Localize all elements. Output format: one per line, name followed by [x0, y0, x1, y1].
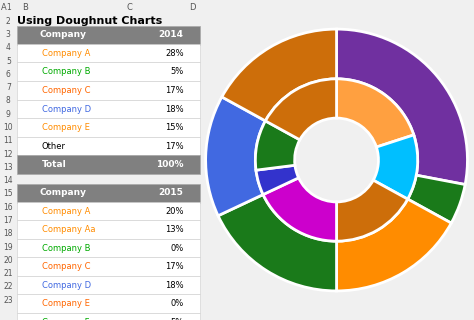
Text: 10: 10	[3, 123, 13, 132]
Text: 8: 8	[6, 96, 11, 106]
Text: 17%: 17%	[165, 142, 183, 151]
Bar	[17, 44, 200, 62]
Text: 9: 9	[6, 110, 11, 119]
Text: 15: 15	[3, 189, 13, 198]
Wedge shape	[373, 135, 418, 199]
Text: Company: Company	[39, 188, 86, 197]
Text: Company B: Company B	[42, 244, 90, 253]
Bar	[17, 155, 200, 174]
Text: 16: 16	[3, 203, 13, 212]
Wedge shape	[337, 29, 467, 185]
Bar	[17, 81, 200, 100]
Wedge shape	[256, 165, 299, 195]
Wedge shape	[255, 121, 300, 170]
Bar	[17, 220, 200, 239]
Text: Company C: Company C	[42, 262, 90, 271]
Text: 5%: 5%	[170, 318, 183, 320]
Bar	[17, 257, 200, 276]
Text: 11: 11	[4, 136, 13, 145]
Text: 20: 20	[3, 256, 13, 265]
Wedge shape	[265, 79, 337, 140]
Text: 14: 14	[3, 176, 13, 185]
Text: 17%: 17%	[165, 86, 183, 95]
Text: 23: 23	[3, 296, 13, 305]
Wedge shape	[408, 175, 465, 223]
Text: 5%: 5%	[170, 68, 183, 76]
Text: 20%: 20%	[165, 207, 183, 216]
Text: C: C	[127, 3, 132, 12]
Bar	[17, 239, 200, 257]
Text: 2015: 2015	[159, 188, 183, 197]
Text: 18: 18	[4, 229, 13, 238]
Text: Company D: Company D	[42, 281, 91, 290]
Text: 100%: 100%	[156, 160, 183, 169]
Text: Company F: Company F	[42, 318, 89, 320]
Text: 17%: 17%	[165, 262, 183, 271]
Bar	[17, 276, 200, 294]
Text: Other: Other	[42, 142, 66, 151]
Text: 5: 5	[6, 57, 11, 66]
Text: B: B	[22, 3, 28, 12]
Text: 17: 17	[3, 216, 13, 225]
Wedge shape	[337, 180, 408, 241]
Text: 21: 21	[4, 269, 13, 278]
Text: 12: 12	[4, 149, 13, 159]
Text: 2014: 2014	[158, 30, 183, 39]
Text: Company B: Company B	[42, 68, 90, 76]
Text: Company C: Company C	[42, 86, 90, 95]
Bar	[17, 100, 200, 118]
Text: Company E: Company E	[42, 123, 90, 132]
Text: 18%: 18%	[165, 105, 183, 114]
Bar	[17, 184, 200, 203]
Text: 18%: 18%	[165, 281, 183, 290]
Bar	[17, 62, 200, 81]
Bar	[17, 137, 200, 155]
Text: 19: 19	[3, 243, 13, 252]
Bar	[17, 294, 200, 313]
Text: 4: 4	[6, 43, 11, 52]
Text: 0%: 0%	[170, 244, 183, 253]
Text: 3: 3	[6, 30, 11, 39]
Text: 15%: 15%	[165, 123, 183, 132]
Text: 1: 1	[6, 4, 11, 12]
Wedge shape	[263, 178, 337, 241]
Wedge shape	[337, 79, 414, 147]
Text: 0%: 0%	[170, 300, 183, 308]
Text: 22: 22	[4, 282, 13, 292]
Text: Company E: Company E	[42, 300, 90, 308]
Text: Company D: Company D	[42, 105, 91, 114]
Bar	[17, 313, 200, 320]
Wedge shape	[218, 195, 337, 291]
Text: A: A	[1, 3, 7, 12]
Text: 7: 7	[6, 83, 11, 92]
Bar	[17, 118, 200, 137]
Wedge shape	[206, 97, 265, 216]
Text: Company A: Company A	[42, 49, 90, 58]
Text: Company Aa: Company Aa	[42, 225, 95, 234]
Text: 6: 6	[6, 70, 11, 79]
Text: 2: 2	[6, 17, 11, 26]
Text: Using Doughnut Charts: Using Doughnut Charts	[17, 16, 162, 26]
Wedge shape	[337, 199, 451, 291]
Text: 28%: 28%	[165, 49, 183, 58]
Text: Company A: Company A	[42, 207, 90, 216]
Text: Total: Total	[42, 160, 66, 169]
Bar	[17, 202, 200, 220]
Text: 13%: 13%	[165, 225, 183, 234]
Text: Company: Company	[39, 30, 86, 39]
Wedge shape	[222, 29, 337, 121]
Text: 13: 13	[3, 163, 13, 172]
Bar	[17, 26, 200, 45]
Text: D: D	[189, 3, 195, 12]
